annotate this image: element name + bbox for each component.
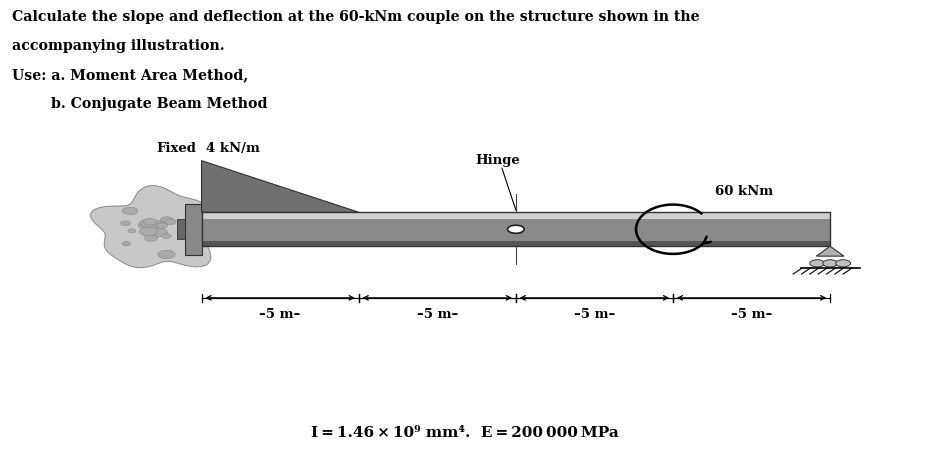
Circle shape	[150, 228, 167, 237]
Circle shape	[158, 250, 175, 259]
Text: 4 kN/m: 4 kN/m	[206, 142, 260, 155]
Circle shape	[150, 221, 165, 228]
Circle shape	[162, 234, 171, 238]
Circle shape	[190, 217, 204, 224]
Bar	[185, 204, 202, 255]
Text: Hinge: Hinge	[475, 154, 520, 168]
Circle shape	[810, 260, 825, 267]
Circle shape	[140, 227, 157, 236]
Circle shape	[138, 222, 153, 229]
Text: I = 1.46 × 10⁹ mm⁴.  E = 200 000 MPa: I = 1.46 × 10⁹ mm⁴. E = 200 000 MPa	[312, 426, 618, 440]
Circle shape	[122, 207, 138, 215]
Text: –5 m–: –5 m–	[731, 308, 772, 321]
Polygon shape	[817, 246, 844, 256]
Text: b. Conjugate Beam Method: b. Conjugate Beam Method	[12, 97, 268, 111]
Text: Use: a. Moment Area Method,: Use: a. Moment Area Method,	[12, 68, 248, 82]
Circle shape	[144, 235, 157, 241]
Circle shape	[128, 229, 136, 233]
Circle shape	[165, 219, 176, 224]
Text: Fixed: Fixed	[156, 142, 196, 155]
Circle shape	[147, 232, 155, 236]
Circle shape	[121, 221, 130, 226]
Circle shape	[508, 225, 525, 233]
Text: –5 m–: –5 m–	[574, 308, 615, 321]
Polygon shape	[90, 186, 230, 268]
Text: 60 kNm: 60 kNm	[714, 185, 773, 198]
Text: –5 m–: –5 m–	[259, 308, 300, 321]
Circle shape	[143, 218, 157, 225]
Circle shape	[147, 231, 155, 235]
Circle shape	[194, 222, 205, 227]
Bar	[202, 219, 830, 241]
Circle shape	[145, 224, 157, 230]
Text: –5 m–: –5 m–	[417, 308, 458, 321]
Circle shape	[823, 260, 838, 267]
Bar	[202, 212, 830, 246]
Polygon shape	[202, 161, 359, 212]
Bar	[202, 241, 830, 246]
Text: Calculate the slope and deflection at the 60-kNm couple on the structure shown i: Calculate the slope and deflection at th…	[12, 10, 699, 24]
Bar	[178, 219, 185, 239]
Circle shape	[140, 219, 156, 227]
Circle shape	[836, 260, 851, 267]
Circle shape	[156, 223, 167, 228]
Circle shape	[122, 242, 130, 246]
Text: accompanying illustration.: accompanying illustration.	[12, 39, 225, 53]
Circle shape	[160, 217, 173, 223]
Circle shape	[193, 233, 209, 242]
Bar	[202, 212, 830, 219]
